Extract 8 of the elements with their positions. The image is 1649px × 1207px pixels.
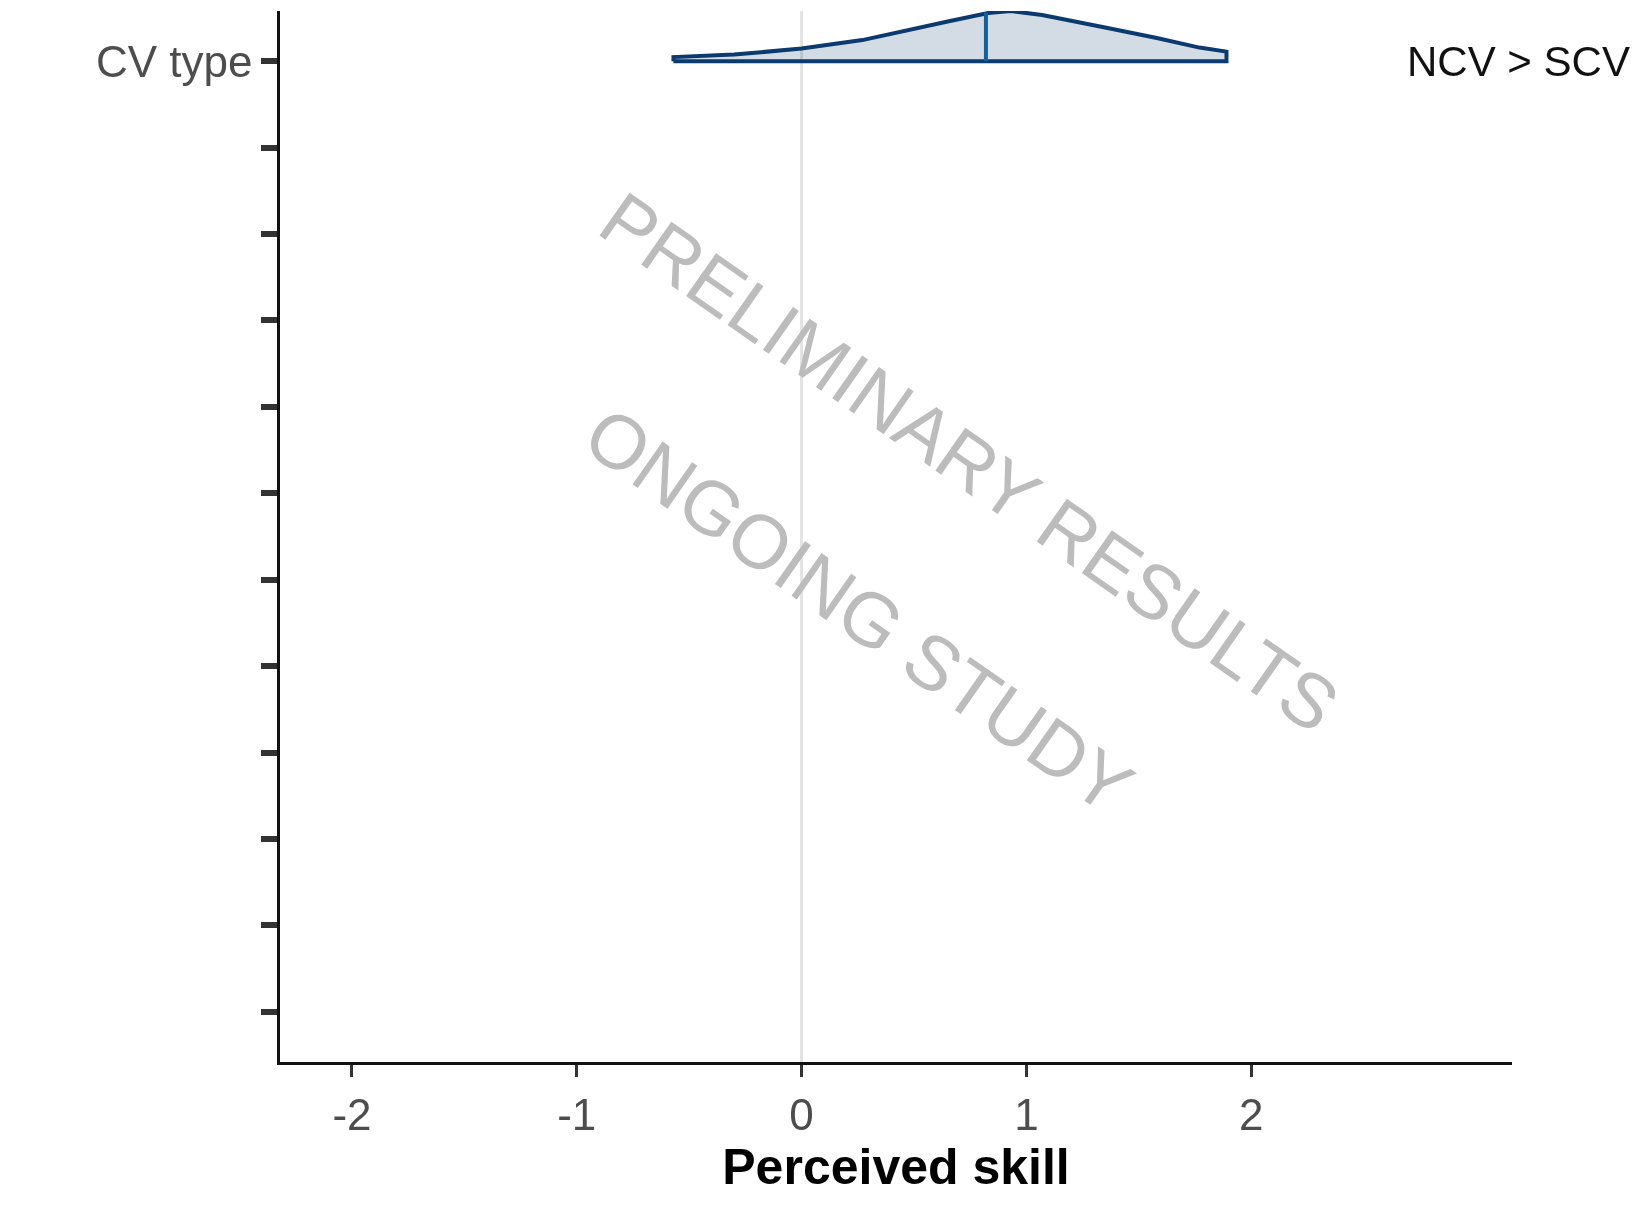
x-tick-label: -2 xyxy=(332,1089,372,1139)
annotation: NCV > SCV xyxy=(1407,38,1630,85)
x-tick-label: -1 xyxy=(557,1089,597,1139)
x-axis-title: Perceived skill xyxy=(722,1138,1070,1195)
text: CV type xyxy=(96,37,253,86)
x-tick-label: 1 xyxy=(1014,1089,1039,1139)
x-tick-label: 0 xyxy=(789,1089,814,1139)
x-tick-label: 2 xyxy=(1238,1089,1264,1139)
